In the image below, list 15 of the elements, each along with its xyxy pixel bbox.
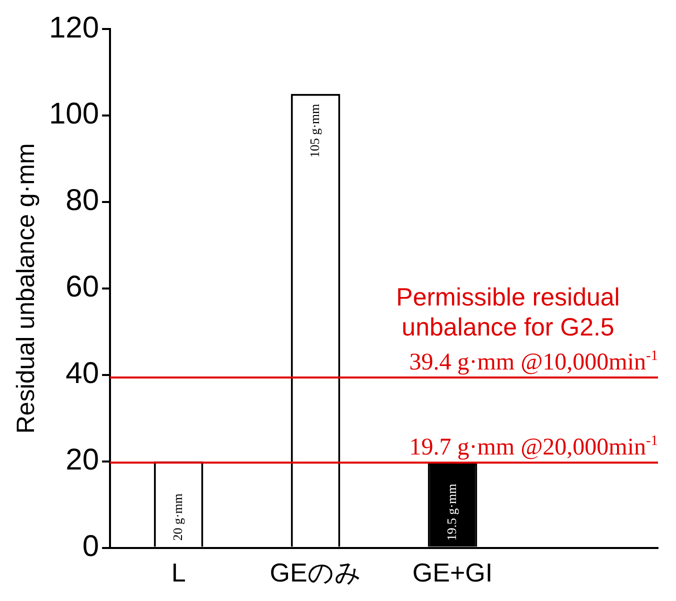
annotation: Permissible residual unbalance for G2.5 — [396, 283, 620, 342]
x-tick-label: L — [171, 558, 186, 588]
y-tick-label: 100 — [48, 98, 100, 131]
y-tick-label: 20 — [66, 444, 100, 477]
data-label: 20 g·mm — [170, 493, 185, 541]
y-tick-label: 0 — [82, 530, 100, 564]
y-tick-label: 80 — [66, 184, 100, 218]
data-label: 105 g·mm — [306, 104, 322, 158]
x-tick-label: GEのみ — [270, 558, 362, 588]
data-label: 19.5 g·mm — [444, 484, 459, 541]
y-tick-label: 120 — [48, 11, 100, 44]
x-tick-label: GE+GI — [412, 558, 493, 588]
y-tick-label: 40 — [66, 357, 100, 390]
y-tick-label: 60 — [66, 270, 100, 304]
y-axis-title: Residual unbalance g·mm — [12, 143, 40, 434]
